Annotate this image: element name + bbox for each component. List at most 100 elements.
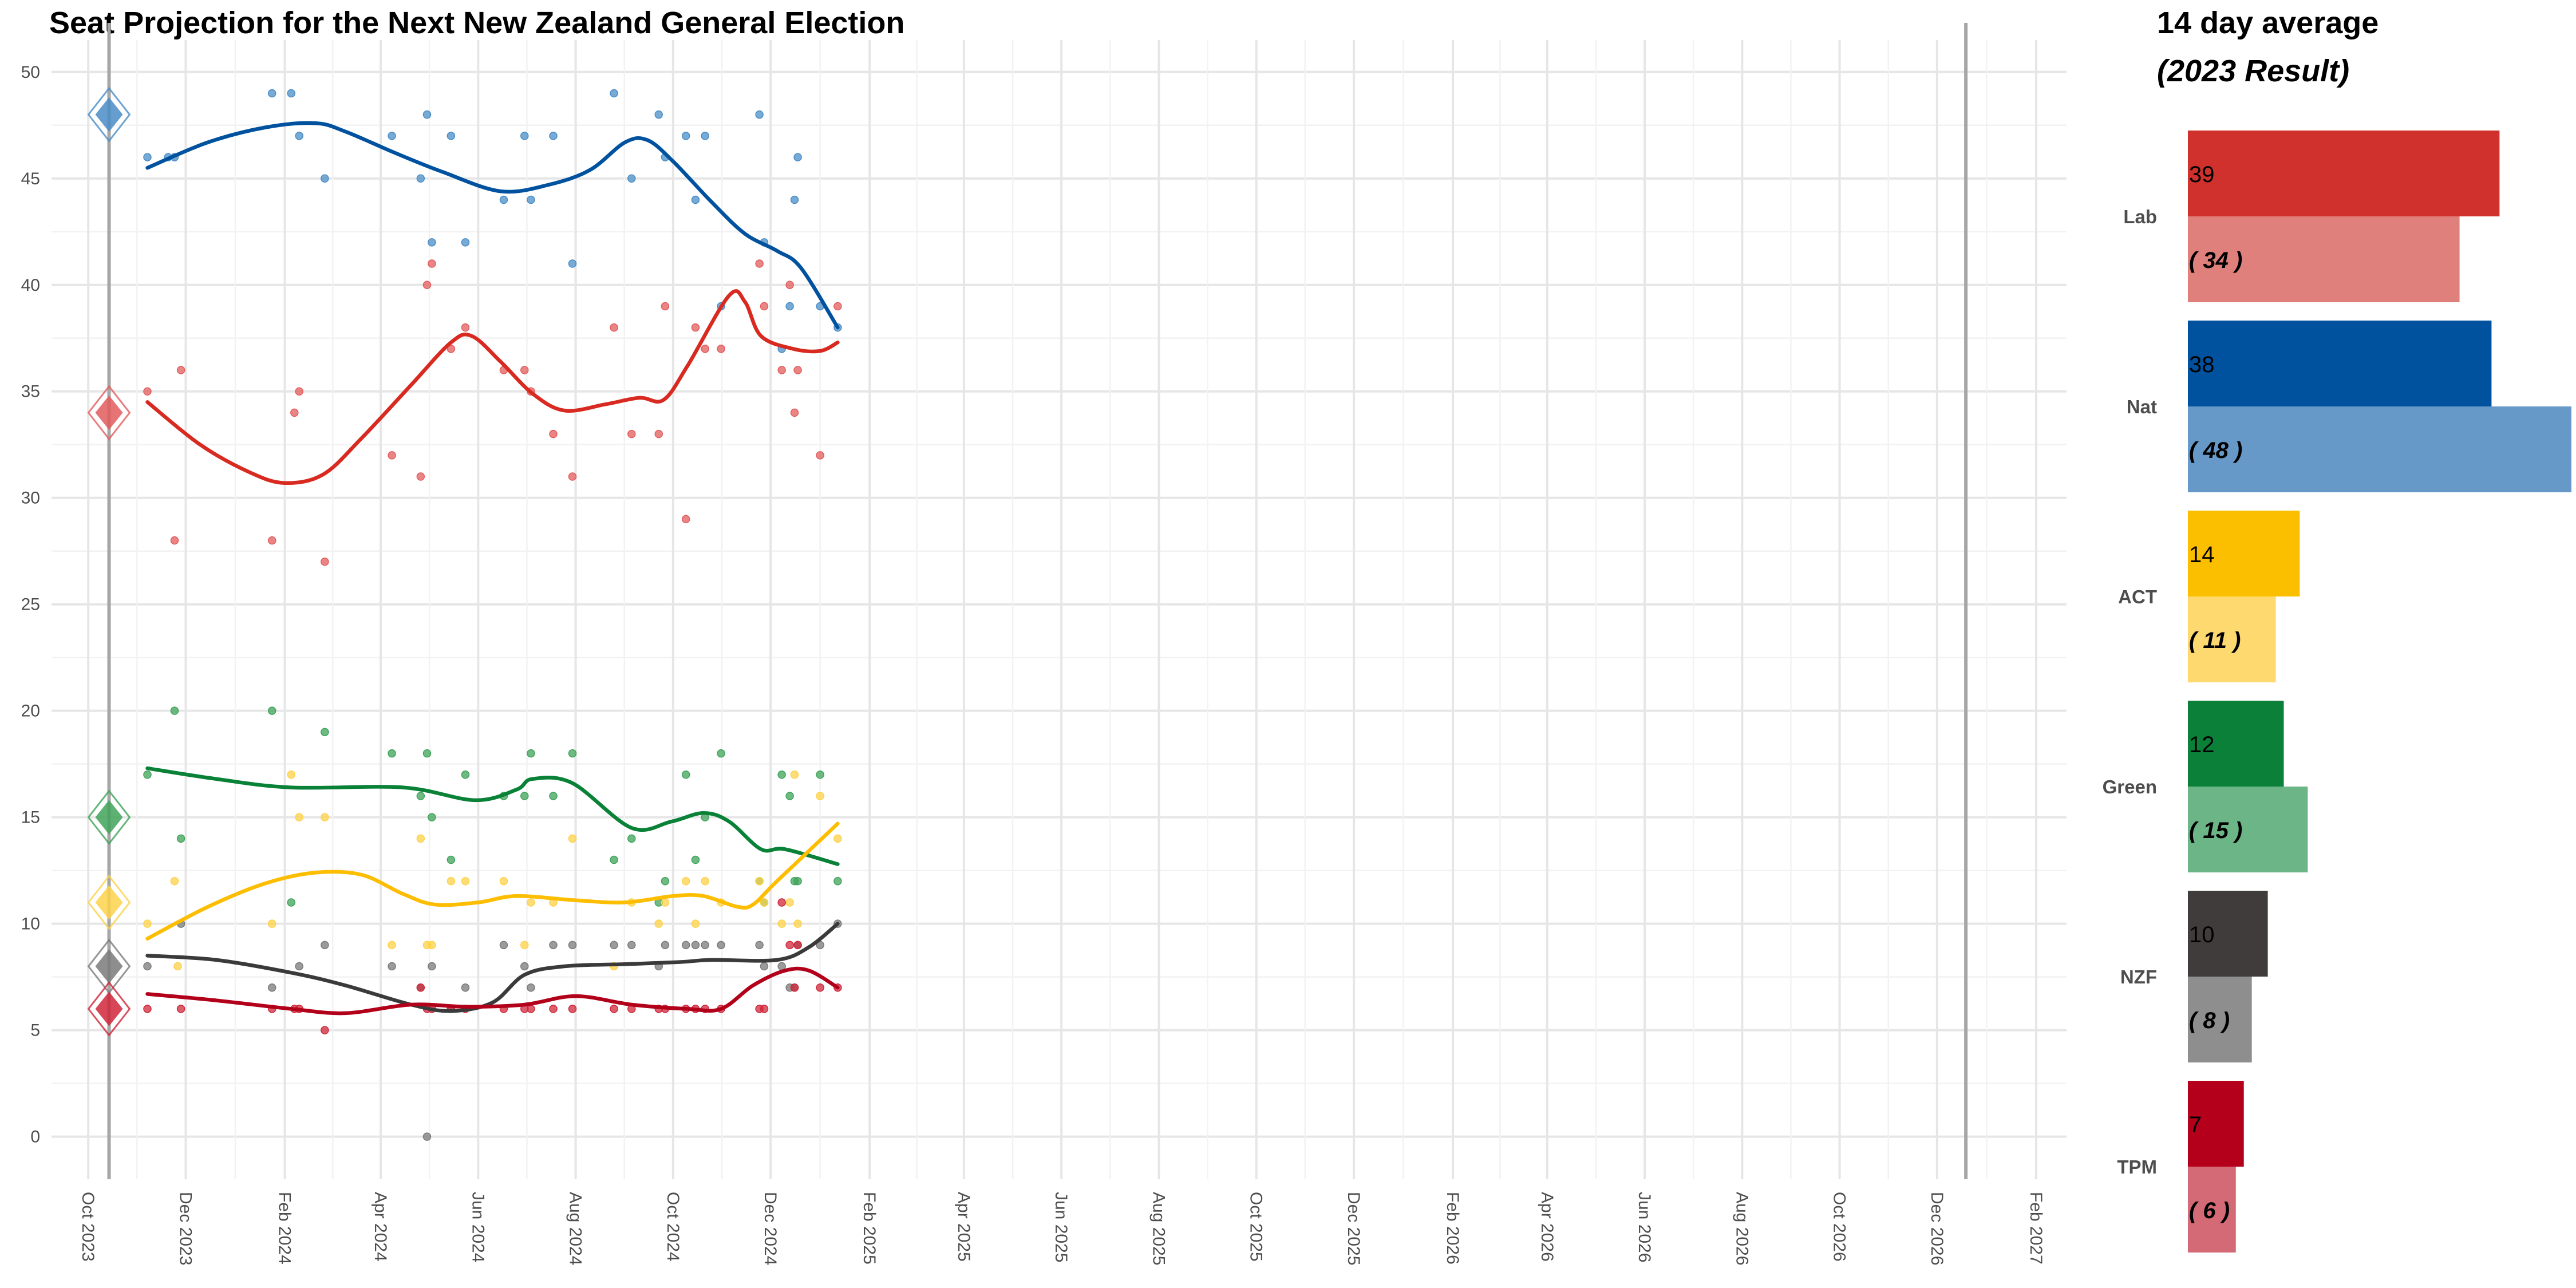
bar-value-label: 10 [2189,922,2215,947]
bar-2023-result-label: ( 8 ) [2189,1008,2230,1033]
y-tick-label: 25 [21,595,40,614]
data-point-act [520,941,529,950]
x-tick-label: Dec 2025 [1344,1192,1363,1265]
data-point-lab [176,366,185,374]
data-point-nat [610,89,618,98]
data-point-lab [461,323,470,332]
party-label-nat: Nat [2127,396,2157,417]
x-tick-label: Dec 2026 [1927,1192,1946,1265]
data-point-act [173,962,182,971]
y-tick-label: 20 [21,702,40,721]
seat-projection-chart: Seat Projection for the Next New Zealand… [21,6,2067,1265]
data-point-lab [295,387,303,396]
panel-title: 14 day average [2157,6,2379,40]
x-tick-label: Dec 2024 [761,1192,780,1265]
bar-value-label: 38 [2189,352,2215,377]
bar-2023-result-label: ( 15 ) [2189,818,2242,843]
data-point-lab [661,302,670,311]
chart-title: Seat Projection for the Next New Zealand… [49,6,904,40]
x-tick-label: Aug 2025 [1149,1192,1168,1265]
data-point-tpm [176,1005,185,1013]
election-marker-outline-lab [87,385,131,441]
data-point-nat [691,195,700,204]
election-marker-tpm [95,991,123,1026]
data-point-act [568,834,577,843]
x-tick-label: Oct 2023 [78,1192,97,1262]
bar-value-label: 7 [2189,1112,2202,1137]
y-tick-label: 50 [21,63,40,82]
x-tick-label: Apr 2025 [954,1192,973,1262]
data-point-act [785,898,794,907]
data-point-lab [790,408,799,417]
x-tick-label: Oct 2024 [663,1192,682,1262]
bar-2023-result-label: ( 6 ) [2189,1198,2230,1223]
bar-2023-result-label: ( 11 ) [2189,628,2241,653]
data-point-lab [610,323,618,332]
data-point-nat [793,153,802,161]
data-point-green [610,855,618,864]
data-point-act [793,919,802,928]
election-marker-act [95,885,123,920]
data-point-act [527,898,535,907]
data-point-nzf [422,1132,432,1141]
data-point-act [499,877,508,886]
data-point-nzf [760,962,769,971]
data-point-green [287,898,295,907]
bar-2023-result-label: ( 34 ) [2189,248,2242,273]
y-tick-label: 10 [21,915,40,934]
election-marker-green [95,800,123,835]
panel-subtitle: (2023 Result) [2157,54,2349,88]
x-tick-label: Jun 2025 [1052,1192,1070,1262]
data-point-green [777,771,786,779]
trend-line-nzf [145,922,840,1013]
data-point-lab [654,429,663,438]
data-point-act [777,919,786,928]
y-tick-label: 45 [21,169,40,188]
data-point-tpm [143,1005,152,1013]
trend-lines [145,121,840,1016]
data-point-nat [422,110,432,119]
data-point-lab [816,451,824,460]
trend-line-nat [145,121,840,330]
trend-line-lab [145,289,840,485]
data-point-act [790,771,799,779]
trend-line-tpm [145,966,840,1016]
x-tick-label: Jun 2024 [468,1192,487,1262]
data-point-green [388,749,396,758]
data-point-green [520,792,529,800]
data-point-lab [785,280,794,290]
data-point-act [295,813,303,821]
data-point-lab [416,472,425,481]
data-point-nzf [520,962,529,971]
data-point-act [816,792,824,800]
data-point-nat [447,132,456,140]
bar-nat-average [2188,321,2492,406]
data-point-nat [416,174,425,183]
data-point-tpm [785,941,794,950]
y-tick-label: 5 [30,1021,40,1040]
data-point-act [170,877,179,886]
data-point-green [422,749,432,758]
x-tick-label: Oct 2025 [1247,1192,1266,1262]
data-point-tpm [793,941,802,950]
bar-value-label: 12 [2189,732,2215,757]
x-tick-label: Apr 2024 [371,1192,390,1262]
data-point-nat [755,110,764,119]
data-point-green [627,834,636,843]
data-point-nat [287,89,295,98]
trend-line-green [145,766,840,866]
data-point-nat [428,238,436,247]
data-point-green [527,749,535,758]
bar-act-average [2188,511,2300,596]
bar-lab-2023-result [2188,216,2460,302]
data-point-lab [447,345,456,353]
data-point-nzf [755,941,764,950]
data-point-nat [321,174,329,183]
x-tick-label: Aug 2026 [1732,1192,1751,1265]
data-point-lab [568,472,577,481]
data-point-lab [833,302,842,311]
x-tick-label: Apr 2026 [1538,1192,1556,1262]
election-2023-markers [87,86,131,1037]
data-point-nat [520,132,529,140]
party-label-lab: Lab [2123,206,2157,227]
